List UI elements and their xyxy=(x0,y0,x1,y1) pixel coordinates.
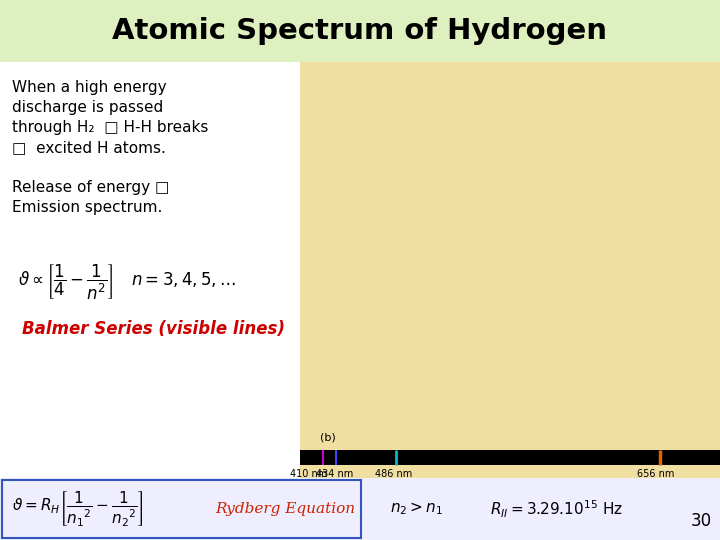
Text: 656 nm: 656 nm xyxy=(637,469,675,479)
Text: through H₂  □ H-H breaks: through H₂ □ H-H breaks xyxy=(12,120,208,135)
Text: 434 nm: 434 nm xyxy=(316,469,353,479)
Text: Emission spectrum.: Emission spectrum. xyxy=(12,200,163,215)
Text: $\vartheta \propto \left[\dfrac{1}{4} - \dfrac{1}{n^2}\right]$$\quad n = 3, 4, 5: $\vartheta \propto \left[\dfrac{1}{4} - … xyxy=(18,262,236,301)
Bar xyxy=(0,0,720,62)
Text: 486 nm: 486 nm xyxy=(375,469,413,479)
Text: Balmer Series (visible lines): Balmer Series (visible lines) xyxy=(22,320,285,338)
Text: 410 nm: 410 nm xyxy=(289,469,327,479)
Text: When a high energy: When a high energy xyxy=(12,80,166,95)
Text: 30: 30 xyxy=(691,512,712,530)
Bar xyxy=(0,478,720,540)
Text: $R_{II} = 3.29. 10^{15}$ Hz: $R_{II} = 3.29. 10^{15}$ Hz xyxy=(490,498,623,519)
Text: (b): (b) xyxy=(320,432,336,442)
Text: discharge is passed: discharge is passed xyxy=(12,100,163,115)
Bar xyxy=(300,62,720,478)
Text: Atomic Spectrum of Hydrogen: Atomic Spectrum of Hydrogen xyxy=(112,17,608,45)
Text: $n_2 > n_1$: $n_2 > n_1$ xyxy=(390,501,443,517)
Text: □  excited H atoms.: □ excited H atoms. xyxy=(12,140,166,155)
Text: Rydberg Equation: Rydberg Equation xyxy=(215,502,355,516)
Text: Release of energy □: Release of energy □ xyxy=(12,180,169,195)
Text: $\vartheta = R_H \left[\dfrac{1}{{n_1}^2} - \dfrac{1}{{n_2}^2}\right]$: $\vartheta = R_H \left[\dfrac{1}{{n_1}^2… xyxy=(12,489,143,529)
Bar xyxy=(300,450,720,465)
FancyBboxPatch shape xyxy=(2,480,361,538)
